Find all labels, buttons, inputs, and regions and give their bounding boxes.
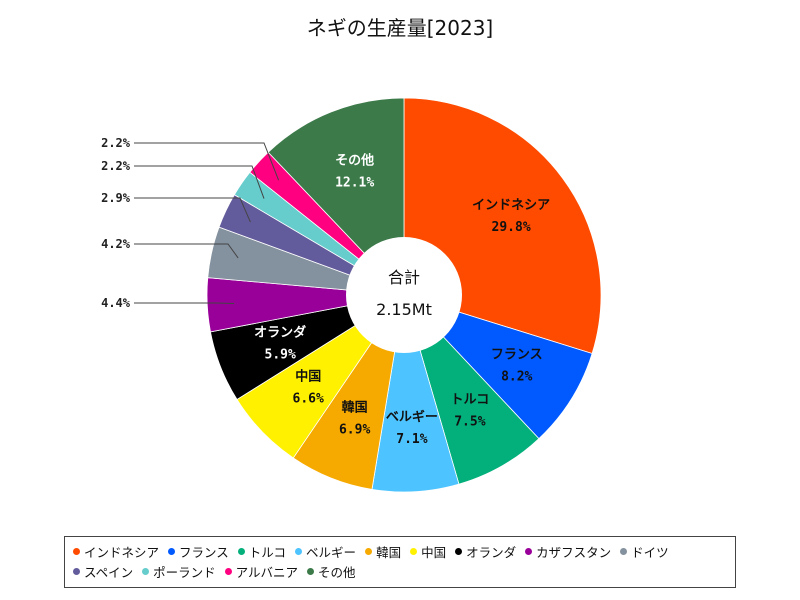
pie-slice-1 bbox=[402, 294, 593, 440]
slice-percent-label: 7.1% bbox=[396, 432, 427, 447]
legend-swatch bbox=[410, 547, 418, 555]
slice-name-label: オランダ bbox=[254, 325, 306, 341]
leader-line bbox=[134, 302, 235, 304]
chart-title: ネギの生産量[2023] bbox=[306, 16, 494, 40]
legend-swatch bbox=[168, 547, 176, 555]
legend-label: アルバニア bbox=[235, 564, 299, 580]
legend-swatch bbox=[307, 567, 315, 575]
slice-percent-label: 4.4% bbox=[101, 296, 131, 310]
slice-name-label: その他 bbox=[335, 152, 374, 168]
leader-line bbox=[134, 165, 265, 199]
slice-name-label: 中国 bbox=[295, 368, 321, 384]
legend-swatch bbox=[295, 547, 303, 555]
slice-percent-label: 5.9% bbox=[265, 348, 296, 363]
slice-name-label: フランス bbox=[491, 348, 543, 363]
legend-item: カザフスタン bbox=[525, 541, 611, 561]
legend-label: ポーランド bbox=[153, 564, 216, 580]
legend-swatch bbox=[142, 567, 150, 575]
slice-percent-label: 12.1% bbox=[335, 175, 374, 190]
slice-percent-label: 7.5% bbox=[454, 415, 485, 430]
slice-percent-label: 29.8% bbox=[492, 220, 531, 235]
legend-label: フランス bbox=[179, 544, 229, 560]
pie-slice-12 bbox=[267, 97, 405, 297]
legend-swatch bbox=[455, 547, 463, 555]
slice-name-label: トルコ bbox=[451, 393, 490, 408]
center-value: 2.15Mt bbox=[376, 300, 432, 319]
legend-swatch bbox=[620, 547, 628, 555]
slice-percent-label: 2.9% bbox=[101, 191, 131, 205]
legend-item: その他 bbox=[307, 561, 356, 581]
legend-label: トルコ bbox=[248, 544, 287, 560]
slice-name-label: 韓国 bbox=[342, 400, 368, 416]
legend-item: スペイン bbox=[73, 561, 133, 581]
donut-hole bbox=[346, 237, 462, 353]
slice-name-label: インドネシア bbox=[472, 198, 550, 213]
leader-line bbox=[134, 197, 251, 223]
legend-label: オランダ bbox=[466, 544, 517, 560]
legend-item: ドイツ bbox=[620, 541, 669, 561]
leader-line bbox=[134, 243, 239, 259]
legend-item: ポーランド bbox=[142, 561, 216, 581]
legend-item: インドネシア bbox=[73, 541, 159, 561]
legend-label: カザフスタン bbox=[536, 544, 612, 560]
legend-label: ドイツ bbox=[631, 544, 669, 560]
legend-swatch bbox=[525, 547, 533, 555]
legend-label: 中国 bbox=[421, 544, 447, 560]
slice-percent-label: 4.2% bbox=[101, 237, 131, 251]
legend-swatch bbox=[365, 547, 373, 555]
slice-percent-label: 2.2% bbox=[101, 136, 131, 150]
legend-label: ベルギー bbox=[306, 544, 357, 560]
slice-percent-label: 6.6% bbox=[293, 391, 324, 406]
legend-swatch bbox=[73, 567, 80, 575]
legend-item: フランス bbox=[168, 541, 229, 561]
legend-item: ベルギー bbox=[295, 541, 356, 561]
leader-line bbox=[134, 142, 280, 181]
legend-swatch bbox=[224, 567, 232, 575]
legend-item: トルコ bbox=[237, 541, 287, 561]
slice-percent-label: 6.9% bbox=[339, 423, 370, 438]
legend-label: インドネシア bbox=[84, 544, 160, 560]
legend-label: その他 bbox=[318, 564, 356, 580]
legend-item: オランダ bbox=[455, 541, 516, 561]
center-label: 合計 bbox=[388, 268, 420, 287]
legend-label: 韓国 bbox=[376, 544, 402, 560]
legend-label: スペイン bbox=[84, 564, 134, 580]
slice-percent-label: 2.2% bbox=[101, 159, 131, 173]
legend-item: 中国 bbox=[410, 541, 446, 561]
slice-name-label: ベルギー bbox=[386, 409, 438, 425]
legend-swatch bbox=[73, 547, 80, 555]
legend-item: 韓国 bbox=[365, 541, 401, 561]
legend: インドネシア フランス トルコ ベルギー 韓国 中国 オランダ カザフスタン ドイツスペイン ポー… bbox=[64, 536, 736, 588]
legend-item: アルバニア bbox=[224, 561, 299, 581]
slice-percent-label: 8.2% bbox=[501, 370, 532, 385]
legend-swatch bbox=[237, 547, 245, 555]
